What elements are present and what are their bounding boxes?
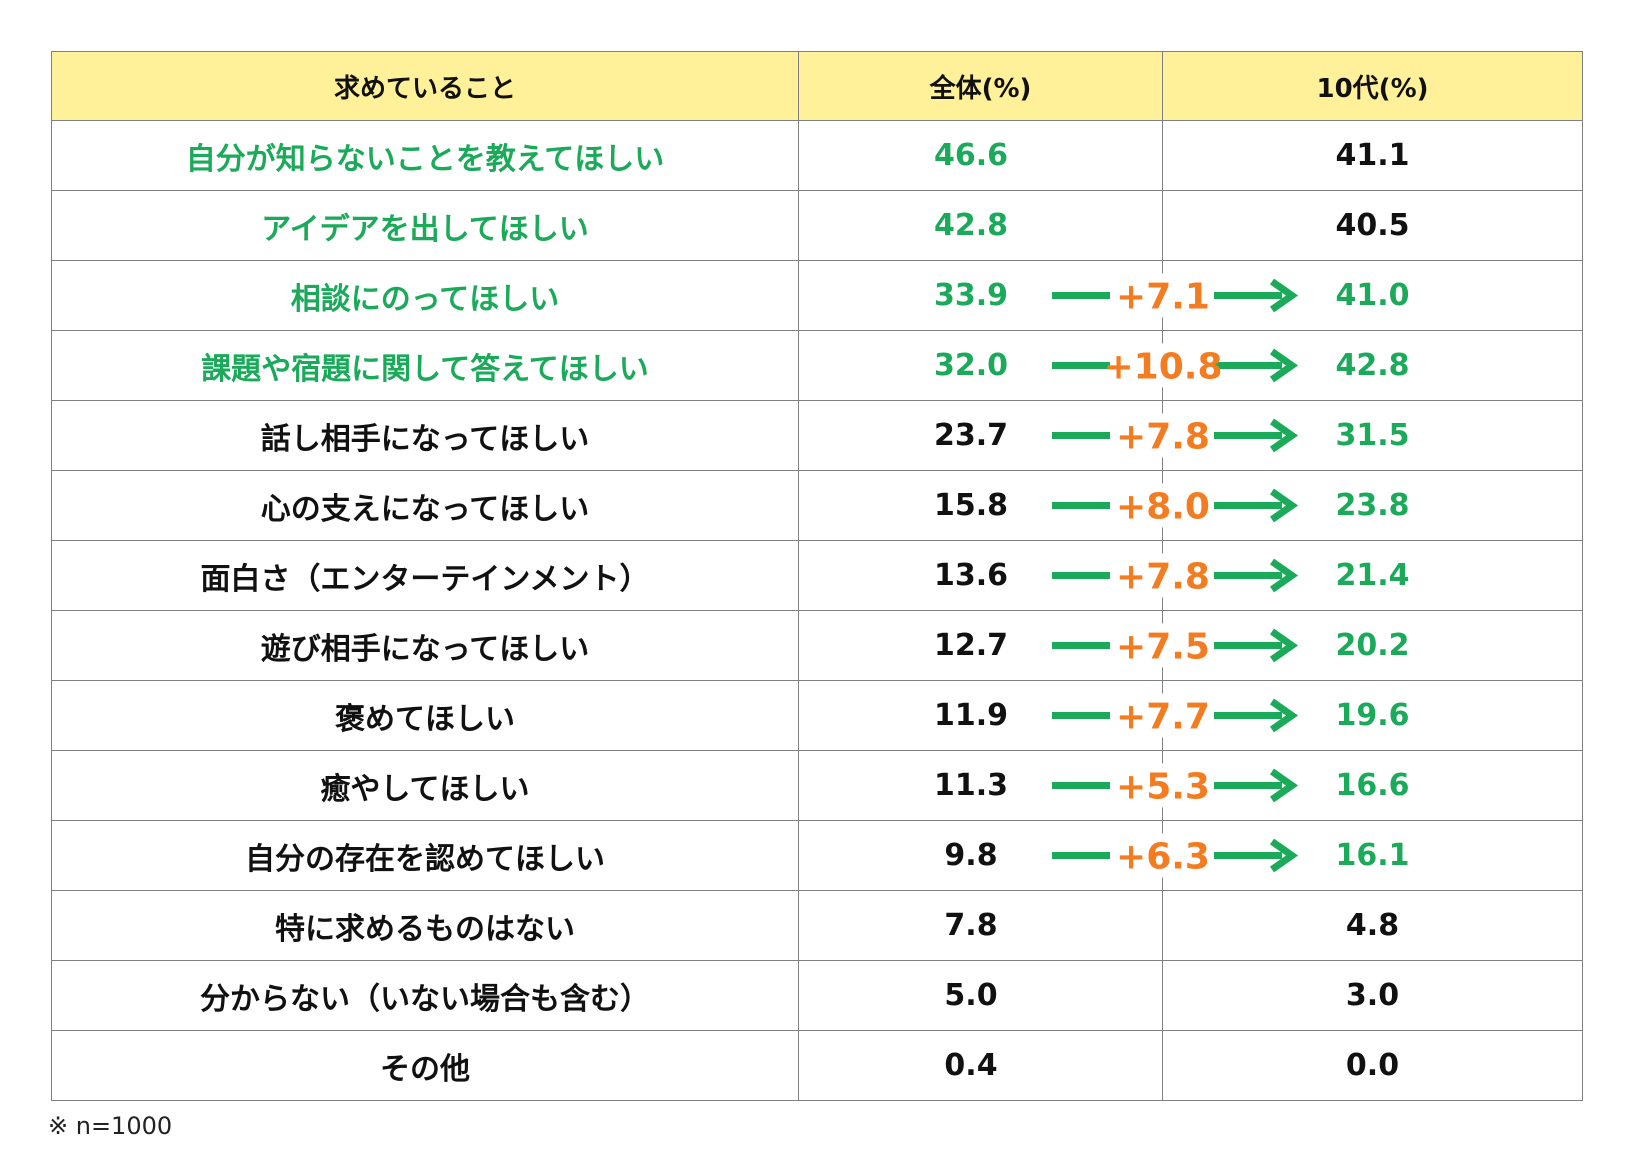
row-teens-value: 0.0 (1162, 1030, 1583, 1101)
data-table: 求めていること 全体(%) 10代(%) 自分が知らないことを教えてほしい 46.… (51, 51, 1583, 1101)
row-all-value: 12.7 (933, 628, 1009, 663)
table-row: 褒めてほしい 11.9 19.6 (51, 680, 1583, 751)
row-all-value: 13.6 (933, 558, 1009, 593)
table-row: 相談にのってほしい 33.9 41.0 (51, 260, 1583, 331)
row-all-value: 46.6 (933, 138, 1009, 173)
row-teens-value: 42.8 (1162, 330, 1583, 401)
row-label: 自分が知らないことを教えてほしい (51, 120, 799, 191)
row-teens-value: 41.1 (1162, 120, 1583, 191)
row-all-cell: 0.4 (798, 1030, 1163, 1101)
row-all-cell: 13.6 (798, 540, 1163, 611)
table-row: 課題や宿題に関して答えてほしい 32.0 42.8 (51, 330, 1583, 401)
table-row: その他 0.4 0.0 (51, 1030, 1583, 1101)
header-item: 求めていること (51, 51, 799, 121)
row-teens-value: 23.8 (1162, 470, 1583, 541)
header-teens: 10代(%) (1162, 51, 1583, 121)
row-teens-value: 20.2 (1162, 610, 1583, 681)
row-all-value: 23.7 (933, 418, 1009, 453)
row-label: 心の支えになってほしい (51, 470, 799, 541)
table-row: 話し相手になってほしい 23.7 31.5 (51, 400, 1583, 471)
row-label: 面白さ（エンターテインメント） (51, 540, 799, 611)
row-teens-value: 16.6 (1162, 750, 1583, 821)
row-teens-value: 3.0 (1162, 960, 1583, 1031)
row-all-cell: 23.7 (798, 400, 1163, 471)
data-table-wrap: 求めていること 全体(%) 10代(%) 自分が知らないことを教えてほしい 46.… (51, 51, 1583, 1105)
header-all: 全体(%) (798, 51, 1163, 121)
row-all-value: 9.8 (944, 838, 998, 873)
table-row: 自分の存在を認めてほしい 9.8 16.1 (51, 820, 1583, 891)
row-label: その他 (51, 1030, 799, 1101)
table-row: 自分が知らないことを教えてほしい 46.6 41.1 (51, 120, 1583, 191)
row-all-value: 42.8 (933, 208, 1009, 243)
row-all-cell: 15.8 (798, 470, 1163, 541)
table-row: 心の支えになってほしい 15.8 23.8 (51, 470, 1583, 541)
row-label: 癒やしてほしい (51, 750, 799, 821)
row-teens-value: 16.1 (1162, 820, 1583, 891)
row-all-cell: 11.9 (798, 680, 1163, 751)
table-row: 面白さ（エンターテインメント） 13.6 21.4 (51, 540, 1583, 611)
row-label: 遊び相手になってほしい (51, 610, 799, 681)
row-all-cell: 5.0 (798, 960, 1163, 1031)
row-all-value: 15.8 (933, 488, 1009, 523)
row-all-value: 32.0 (933, 348, 1009, 383)
row-teens-value: 41.0 (1162, 260, 1583, 331)
row-label: アイデアを出してほしい (51, 190, 799, 261)
table-row: 特に求めるものはない 7.8 4.8 (51, 890, 1583, 961)
row-all-cell: 33.9 (798, 260, 1163, 331)
table-row: 癒やしてほしい 11.3 16.6 (51, 750, 1583, 821)
row-all-cell: 11.3 (798, 750, 1163, 821)
row-all-value: 11.3 (933, 768, 1009, 803)
table-row: 遊び相手になってほしい 12.7 20.2 (51, 610, 1583, 681)
row-teens-value: 40.5 (1162, 190, 1583, 261)
row-label: 分からない（いない場合も含む） (51, 960, 799, 1031)
row-all-cell: 46.6 (798, 120, 1163, 191)
header-row: 求めていること 全体(%) 10代(%) (51, 51, 1583, 121)
row-label: 特に求めるものはない (51, 890, 799, 961)
row-label: 話し相手になってほしい (51, 400, 799, 471)
row-label: 自分の存在を認めてほしい (51, 820, 799, 891)
table-row: アイデアを出してほしい 42.8 40.5 (51, 190, 1583, 261)
row-all-cell: 42.8 (798, 190, 1163, 261)
row-all-value: 11.9 (933, 698, 1009, 733)
table-row: 分からない（いない場合も含む） 5.0 3.0 (51, 960, 1583, 1031)
row-label: 相談にのってほしい (51, 260, 799, 331)
row-label: 課題や宿題に関して答えてほしい (51, 330, 799, 401)
row-teens-value: 31.5 (1162, 400, 1583, 471)
row-all-value: 33.9 (933, 278, 1009, 313)
table-body: 自分が知らないことを教えてほしい 46.6 41.1 アイデアを出してほしい 42.8 4… (51, 120, 1583, 1101)
sample-size-note: ※ n=1000 (48, 1112, 173, 1140)
row-teens-value: 4.8 (1162, 890, 1583, 961)
row-teens-value: 19.6 (1162, 680, 1583, 751)
row-all-cell: 32.0 (798, 330, 1163, 401)
row-teens-value: 21.4 (1162, 540, 1583, 611)
row-all-cell: 12.7 (798, 610, 1163, 681)
row-label: 褒めてほしい (51, 680, 799, 751)
row-all-cell: 7.8 (798, 890, 1163, 961)
row-all-value: 7.8 (944, 908, 998, 943)
row-all-cell: 9.8 (798, 820, 1163, 891)
row-all-value: 0.4 (944, 1048, 998, 1083)
row-all-value: 5.0 (944, 978, 998, 1013)
